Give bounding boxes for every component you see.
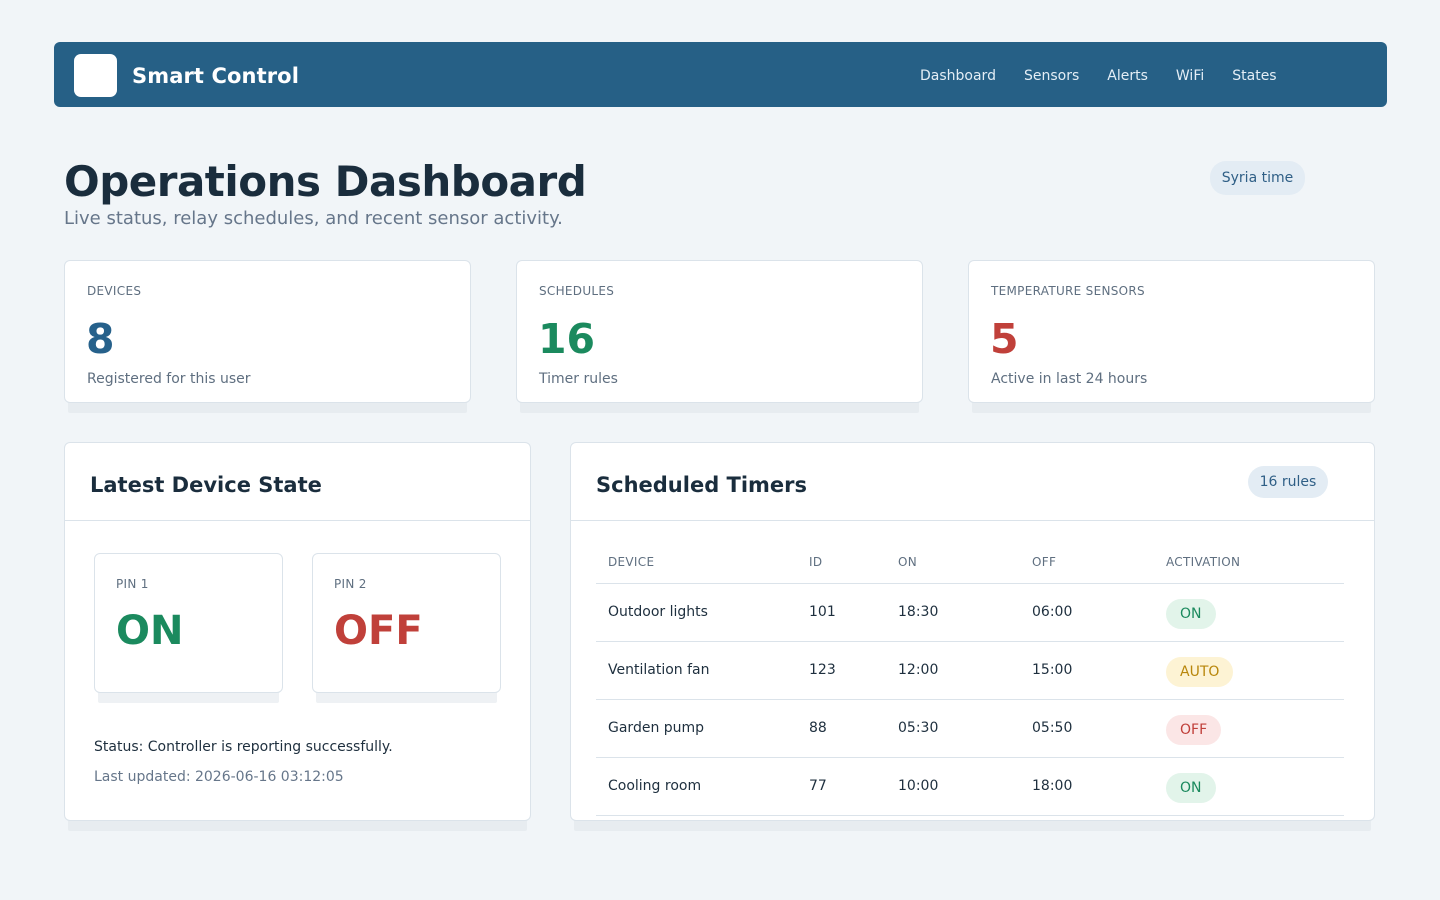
rules-count-badge: 16 rules: [1248, 466, 1328, 498]
stat-note: Active in last 24 hours: [991, 371, 1148, 387]
nav-sensors[interactable]: Sensors: [1023, 68, 1080, 84]
table-row[interactable]: Ventilation fan 123 12:00 15:00 AUTO: [596, 641, 1344, 700]
activation-cell: OFF: [1154, 699, 1344, 758]
table-header-row: DEVICE ID ON OFF ACTIVATION: [596, 541, 1344, 584]
id-cell: 123: [797, 641, 886, 700]
on-time-cell: 10:00: [886, 757, 1020, 816]
stat-label: SCHEDULES: [539, 284, 615, 298]
table-row[interactable]: Outdoor lights 101 18:30 06:00 ON: [596, 583, 1344, 642]
pin-label: PIN 1: [116, 577, 149, 591]
activation-badge: ON: [1166, 599, 1216, 629]
off-time-cell: 05:50: [1020, 699, 1154, 758]
stat-label: TEMPERATURE SENSORS: [991, 284, 1145, 298]
panel-title: Scheduled Timers: [596, 473, 808, 497]
panel-header: Latest Device State: [65, 443, 530, 521]
column-header-id: ID: [797, 541, 886, 584]
nav-states[interactable]: States: [1232, 68, 1277, 84]
column-header-on: ON: [886, 541, 1020, 584]
column-header-device: DEVICE: [596, 541, 797, 584]
table-row[interactable]: Cooling room 77 10:00 18:00 ON: [596, 757, 1344, 816]
panel-title: Latest Device State: [90, 473, 322, 497]
column-header-activation: ACTIVATION: [1154, 541, 1344, 584]
activation-cell: AUTO: [1154, 641, 1344, 700]
on-time-cell: 05:30: [886, 699, 1020, 758]
activation-badge: ON: [1166, 773, 1216, 803]
table-row[interactable]: Garden pump 88 05:30 05:50 OFF: [596, 699, 1344, 758]
timezone-badge: Syria time: [1210, 161, 1305, 195]
devices-stat-card: DEVICES 8 Registered for this user: [64, 260, 471, 403]
brand-name: Smart Control: [132, 64, 299, 88]
last-updated: Last updated: 2026-06-16 03:12:05: [94, 769, 344, 785]
on-time-cell: 18:30: [886, 583, 1020, 642]
activation-cell: ON: [1154, 583, 1344, 642]
activation-badge: OFF: [1166, 715, 1222, 745]
nav-alerts[interactable]: Alerts: [1107, 68, 1148, 84]
activation-badge: AUTO: [1166, 657, 1234, 687]
id-cell: 101: [797, 583, 886, 642]
pin-2-card: PIN 2 OFF: [312, 553, 501, 693]
pin-state: ON: [116, 608, 184, 654]
device-cell: Cooling room: [596, 757, 797, 816]
off-time-cell: 06:00: [1020, 583, 1154, 642]
stat-value: 5: [990, 315, 1019, 363]
controller-status: Status: Controller is reporting successf…: [94, 739, 393, 755]
timers-table: DEVICE ID ON OFF ACTIVATION Outdoor ligh…: [596, 541, 1344, 816]
scheduled-timers-panel: Scheduled Timers 16 rules DEVICE ID ON O…: [570, 442, 1375, 821]
id-cell: 77: [797, 757, 886, 816]
device-state-panel: Latest Device State PIN 1 ON PIN 2 OFF S…: [64, 442, 531, 821]
page-title: Operations Dashboard: [64, 157, 587, 206]
panel-header: Scheduled Timers 16 rules: [571, 443, 1374, 521]
on-time-cell: 12:00: [886, 641, 1020, 700]
schedules-stat-card: SCHEDULES 16 Timer rules: [516, 260, 923, 403]
device-cell: Garden pump: [596, 699, 797, 758]
nav-wifi[interactable]: WiFi: [1175, 68, 1205, 84]
id-cell: 88: [797, 699, 886, 758]
off-time-cell: 18:00: [1020, 757, 1154, 816]
off-time-cell: 15:00: [1020, 641, 1154, 700]
pin-1-card: PIN 1 ON: [94, 553, 283, 693]
top-navbar: Smart Control Dashboard Sensors Alerts W…: [54, 42, 1387, 107]
column-header-off: OFF: [1020, 541, 1154, 584]
stat-value: 16: [538, 315, 596, 363]
activation-cell: ON: [1154, 757, 1344, 816]
page-subtitle: Live status, relay schedules, and recent…: [64, 208, 563, 229]
logo-icon: [74, 54, 117, 97]
pin-state: OFF: [334, 608, 423, 654]
nav-links: Dashboard Sensors Alerts WiFi States: [920, 68, 1305, 84]
nav-dashboard[interactable]: Dashboard: [920, 68, 996, 84]
stat-value: 8: [86, 315, 115, 363]
stat-note: Timer rules: [539, 371, 618, 387]
device-cell: Ventilation fan: [596, 641, 797, 700]
device-cell: Outdoor lights: [596, 583, 797, 642]
stat-note: Registered for this user: [87, 371, 251, 387]
stat-label: DEVICES: [87, 284, 142, 298]
pin-label: PIN 2: [334, 577, 367, 591]
temperature-sensors-stat-card: TEMPERATURE SENSORS 5 Active in last 24 …: [968, 260, 1375, 403]
